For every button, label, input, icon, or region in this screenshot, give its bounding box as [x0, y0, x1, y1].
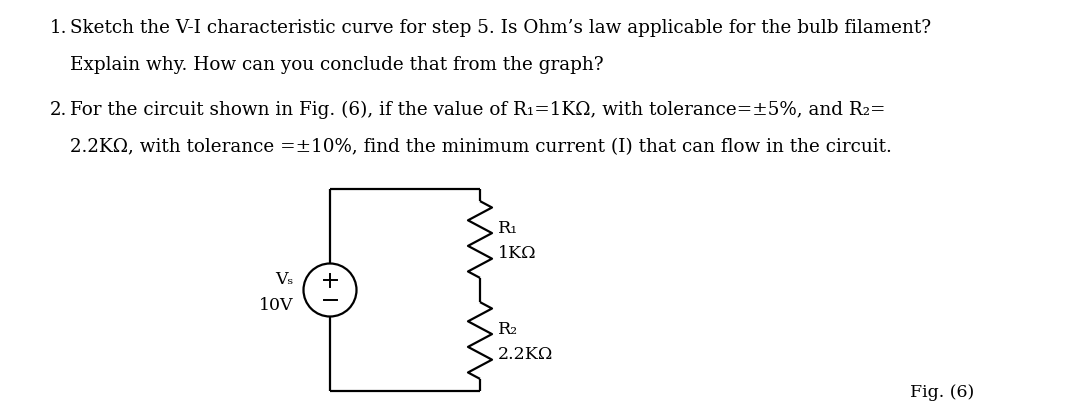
Text: 10V: 10V	[259, 297, 294, 315]
Text: 2.2KΩ, with tolerance =±10%, find the minimum current (I) that can flow in the c: 2.2KΩ, with tolerance =±10%, find the mi…	[70, 138, 892, 156]
Text: Vₛ: Vₛ	[275, 272, 294, 289]
Text: 1.: 1.	[50, 19, 67, 37]
Text: R₁: R₁	[498, 220, 518, 237]
Text: Sketch the V-I characteristic curve for step 5. Is Ohm’s law applicable for the : Sketch the V-I characteristic curve for …	[70, 19, 931, 37]
Text: Explain why. How can you conclude that from the graph?: Explain why. How can you conclude that f…	[70, 56, 604, 74]
Text: 2.2KΩ: 2.2KΩ	[498, 346, 553, 363]
Text: R₂: R₂	[498, 321, 518, 338]
Text: 1KΩ: 1KΩ	[498, 245, 537, 262]
Text: Fig. (6): Fig. (6)	[910, 384, 974, 401]
Text: 2.: 2.	[50, 101, 67, 119]
Text: For the circuit shown in Fig. (6), if the value of R₁=1KΩ, with tolerance=±5%, a: For the circuit shown in Fig. (6), if th…	[70, 101, 886, 119]
